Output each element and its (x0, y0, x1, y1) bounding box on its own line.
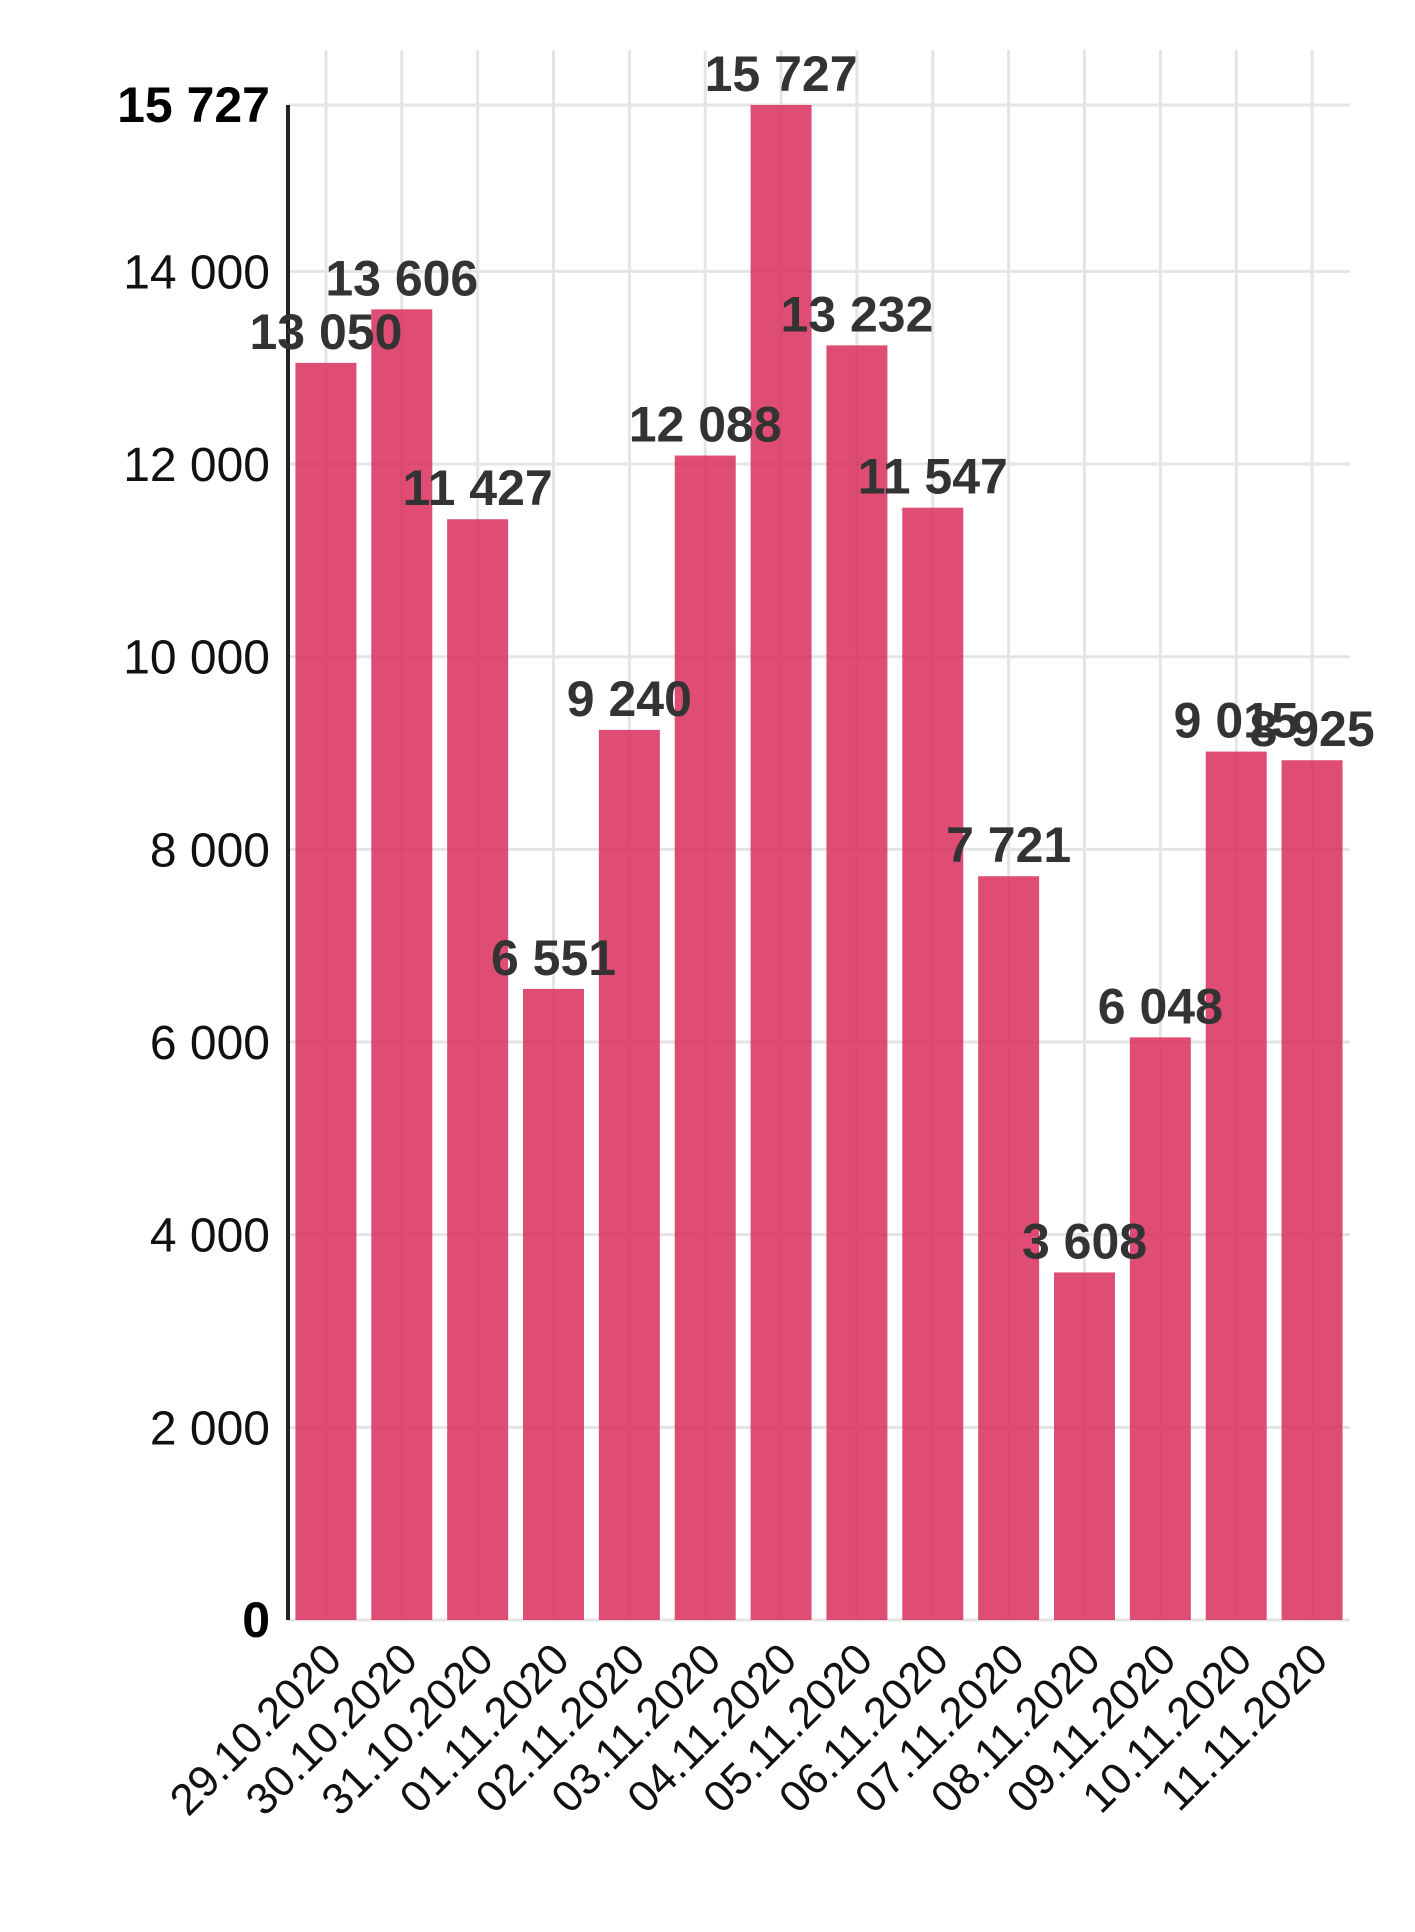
bar (1281, 760, 1343, 1620)
data-label: 13 232 (780, 286, 933, 342)
bar (523, 988, 584, 1620)
data-label: 9 240 (567, 671, 692, 727)
y-tick-label: 14 000 (123, 246, 270, 299)
bar (978, 876, 1040, 1620)
y-tick-label: 2 000 (150, 1402, 270, 1455)
y-tick-label: 4 000 (150, 1210, 270, 1263)
data-label: 11 427 (403, 460, 553, 516)
bar (1054, 1272, 1115, 1620)
y-tick-label: 6 000 (150, 1017, 270, 1070)
data-label: 6 551 (491, 930, 616, 986)
bar (295, 362, 357, 1621)
y-tick-label: 10 000 (123, 632, 270, 685)
y-tick-label: 0 (242, 1592, 270, 1648)
data-label: 6 048 (1098, 978, 1223, 1034)
bar (750, 105, 812, 1620)
data-label: 11 547 (858, 449, 1008, 505)
data-label: 15 727 (705, 46, 858, 102)
data-label: 13 050 (249, 304, 402, 360)
bar (447, 519, 509, 1621)
bar (1129, 1037, 1191, 1620)
y-tick-label: 15 727 (117, 77, 270, 133)
data-label: 9 015 (1174, 693, 1299, 749)
bar (598, 729, 660, 1620)
data-label: 8 925 (1250, 701, 1375, 757)
bar (674, 455, 736, 1620)
data-label: 7 721 (946, 817, 1071, 873)
y-tick-label: 12 000 (123, 439, 270, 492)
data-label: 12 088 (629, 397, 782, 453)
bar (902, 507, 964, 1621)
y-tick-label: 8 000 (150, 824, 270, 877)
bar (1205, 751, 1267, 1620)
bar-layer (295, 105, 1343, 1621)
bar (826, 345, 888, 1621)
data-label: 3 608 (1022, 1213, 1147, 1269)
bar (371, 309, 433, 1620)
data-label: 13 606 (325, 250, 478, 306)
